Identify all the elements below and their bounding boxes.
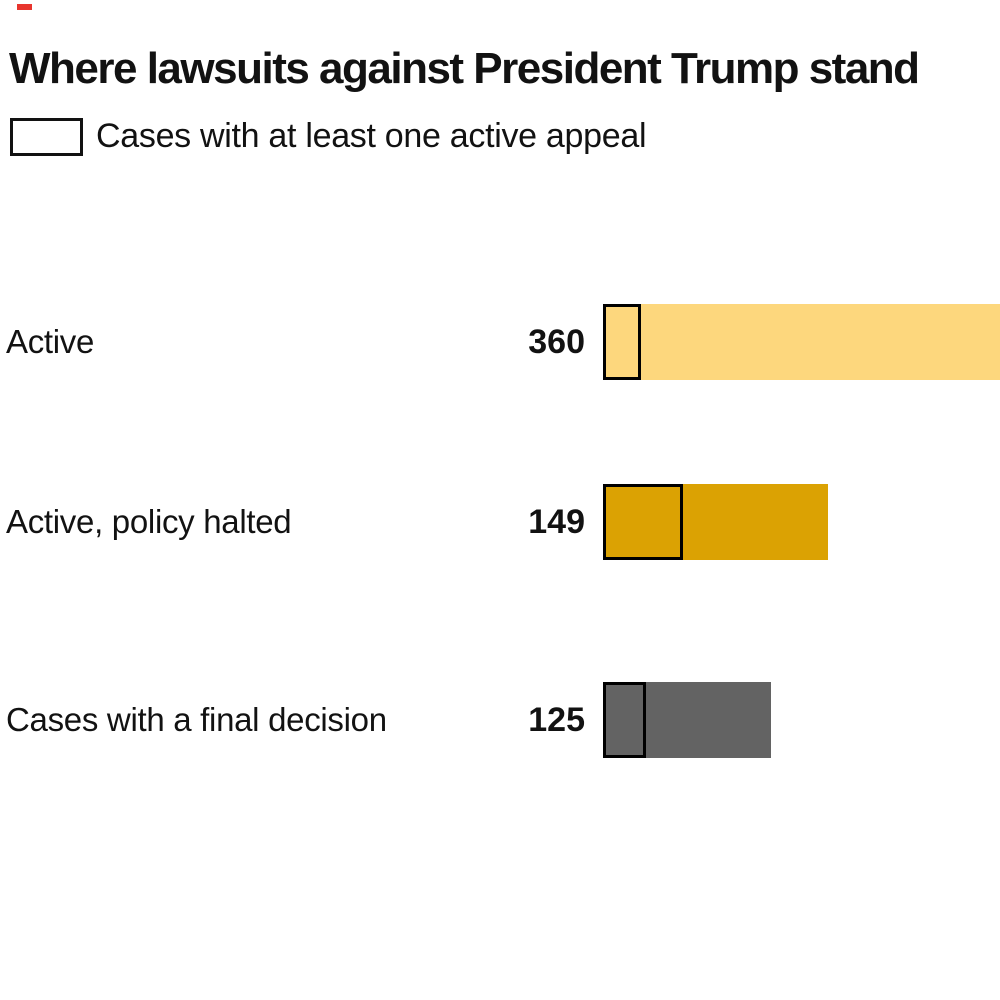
category-label: Active, policy halted [6,503,292,540]
category-label: Cases with a final decision [6,701,387,738]
bar-row-active-policy-halted: Active, policy halted 149 [0,484,1000,560]
bar-row-final-decision: Cases with a final decision 125 [0,682,1000,758]
legend-outlined-box-swatch [10,117,83,156]
category-label: Active [6,323,95,360]
bar-active-policy-halted [603,484,828,560]
legend-label: Cases with at least one active appeal [96,117,647,155]
value-label: 149 [528,503,585,541]
bar-row-active: Active 360 [0,304,1000,380]
active-appeal-box [603,682,646,758]
active-appeal-box [603,484,683,560]
value-label: 360 [528,323,585,361]
chart-title: Where lawsuits against President Trump s… [9,44,920,93]
active-appeal-box [603,304,641,380]
red-artifact-mark [17,4,32,10]
bar-active [603,304,1000,380]
bar-final-decision [603,682,771,758]
value-label: 125 [528,701,585,739]
legend: Cases with at least one active appeal [10,117,647,156]
